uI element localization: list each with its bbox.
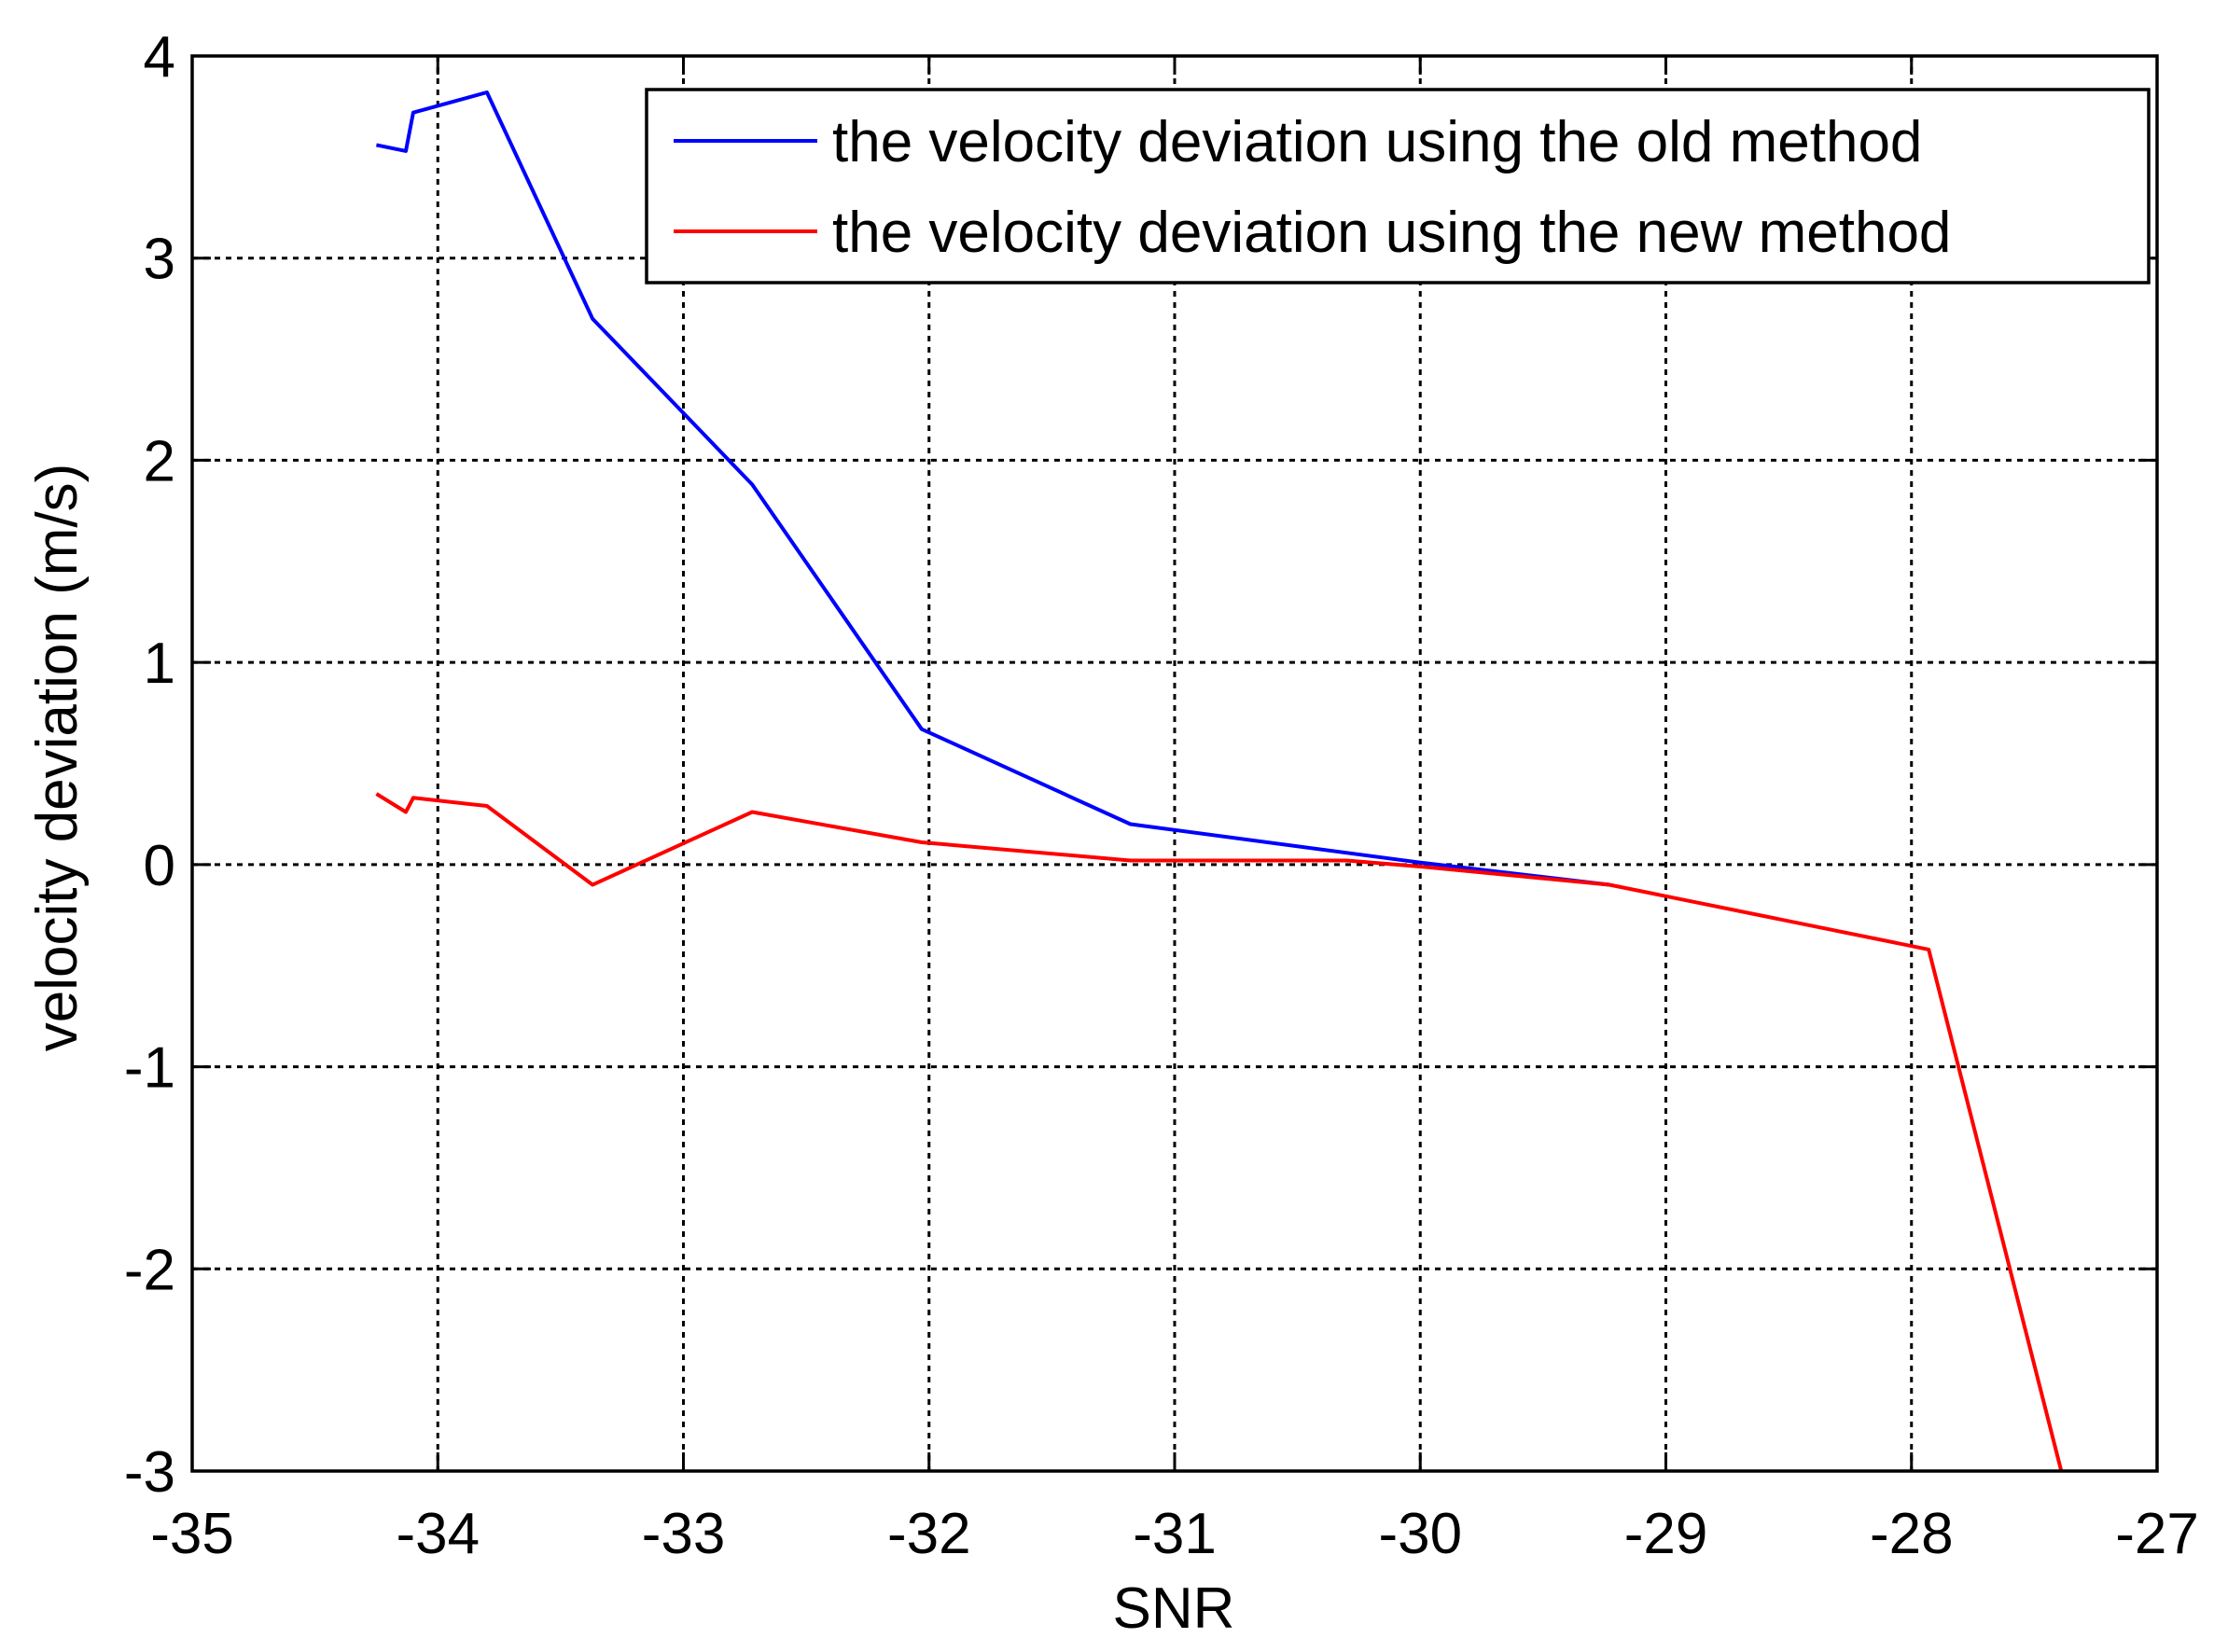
y-tick-label: 0 [144, 834, 175, 898]
x-tick-label: -28 [1870, 1502, 1954, 1566]
x-axis-label: SNR [1113, 1576, 1235, 1641]
y-tick-label: -2 [124, 1238, 175, 1302]
data-series [375, 90, 2064, 1472]
legend-label-old-method: the velocity deviation using the old met… [832, 110, 1922, 174]
x-tick-label: -30 [1378, 1502, 1462, 1566]
x-tick-label: -29 [1624, 1502, 1708, 1566]
y-tick-label: -1 [124, 1036, 175, 1101]
legend-box [645, 88, 2151, 285]
legend-label-new-method: the velocity deviation using the new met… [832, 201, 1951, 265]
axis-ticks [190, 54, 2159, 1473]
x-tick-label: -34 [396, 1502, 480, 1566]
y-tick-label: 1 [144, 632, 175, 696]
y-tick-label: 4 [144, 25, 175, 90]
y-tick-label: -3 [124, 1440, 175, 1505]
y-tick-label: 2 [144, 429, 175, 493]
x-tick-label: -31 [1133, 1502, 1217, 1566]
x-tick-label: -32 [887, 1502, 971, 1566]
legend: the velocity deviation using the old met… [645, 88, 2151, 285]
y-axis-label: velocity deviation (m/s) [25, 464, 90, 1052]
series-line-new-method [375, 792, 2064, 1472]
x-tick-label: -35 [150, 1502, 234, 1566]
x-tick-label: -33 [642, 1502, 726, 1566]
x-tick-label: -27 [2115, 1502, 2199, 1566]
x-tick-labels: -35 -34 -33 -32 -31 -30 -29 -28 -27 [150, 1502, 2199, 1566]
y-tick-label: 3 [144, 228, 175, 292]
series-line-old-method [375, 90, 1610, 887]
y-tick-labels: -3 -2 -1 0 1 2 3 4 [124, 25, 175, 1505]
